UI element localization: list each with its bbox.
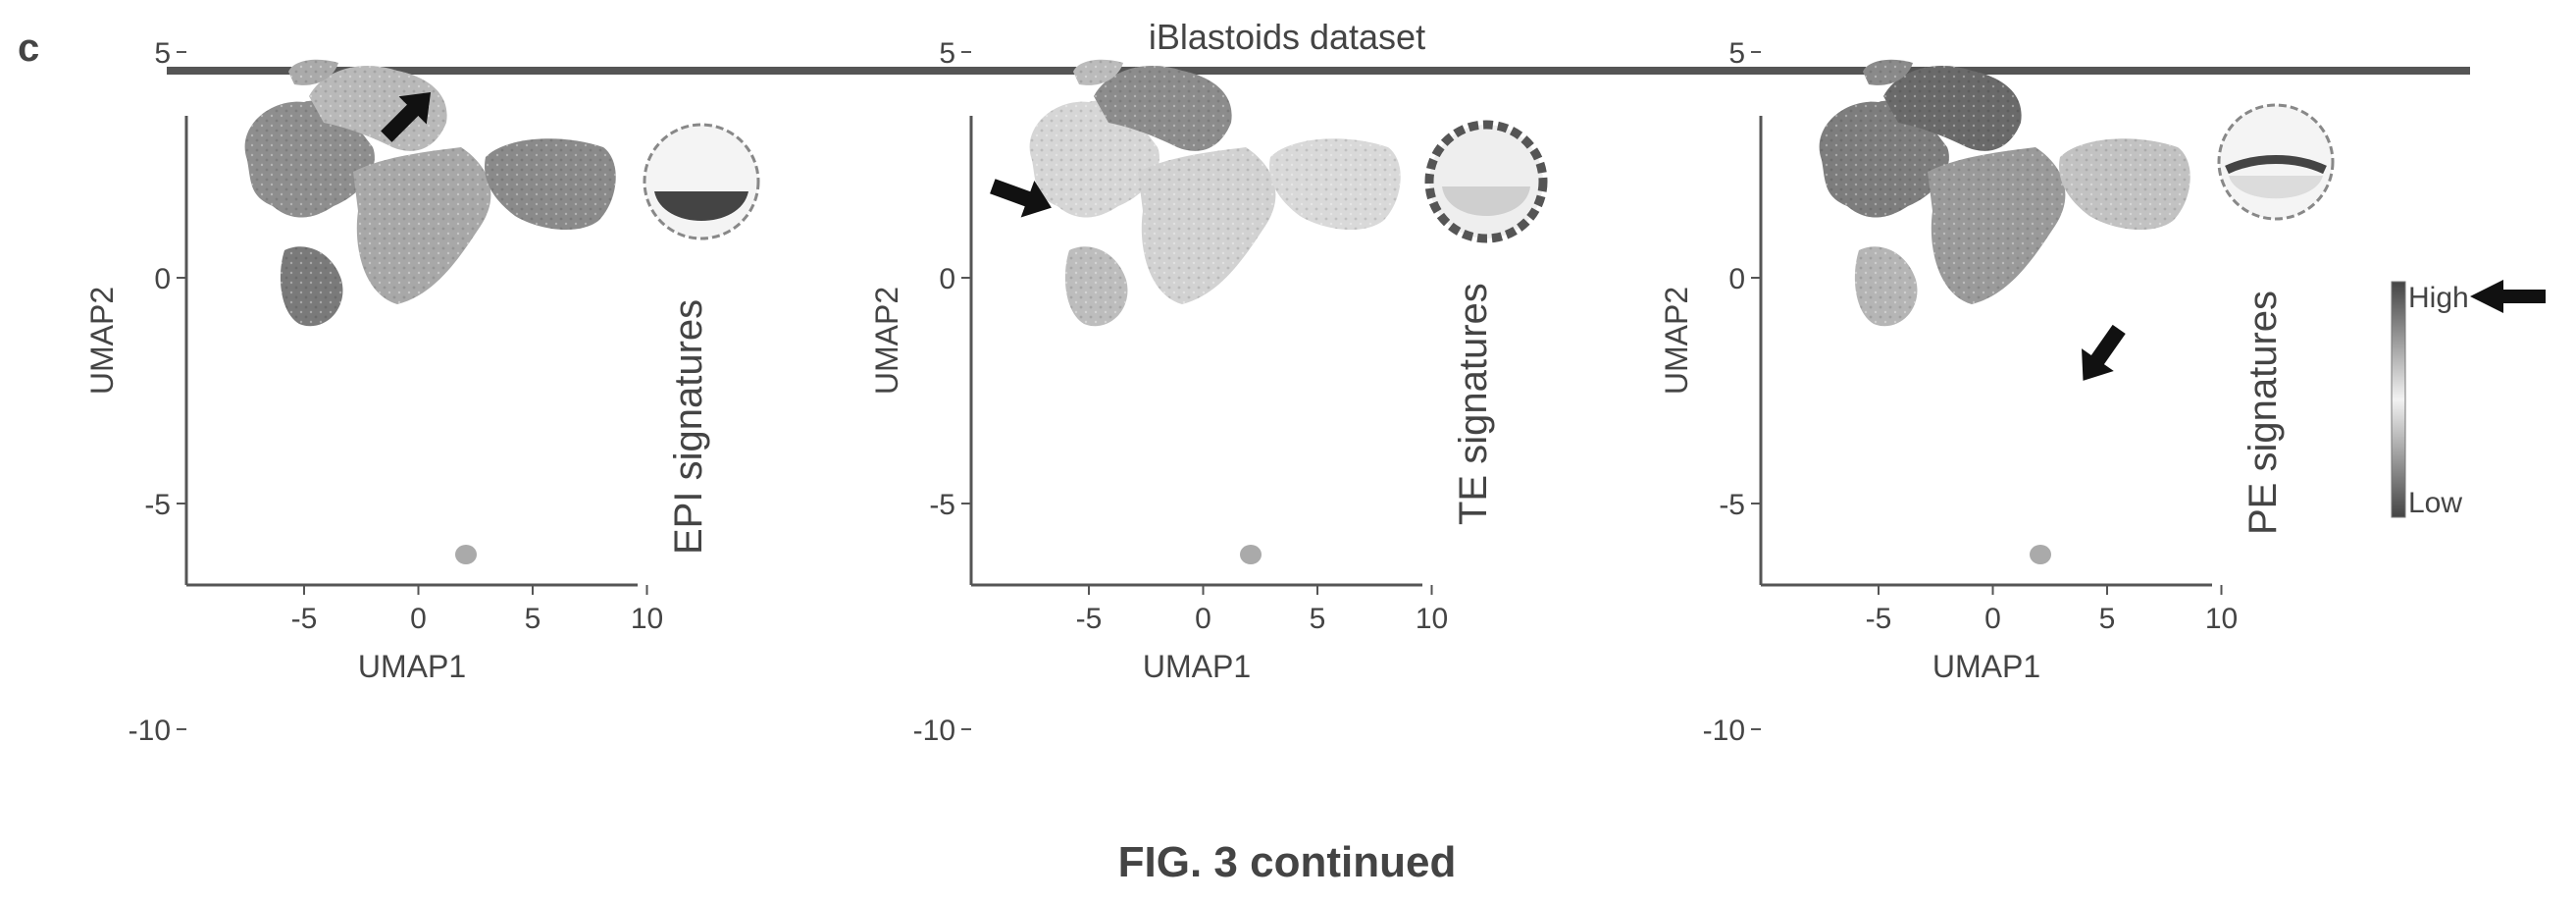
signature-label: PE signatures (2241, 291, 2285, 535)
umap-cell-texture (280, 246, 343, 327)
umap-cell-texture (1863, 59, 1913, 85)
signature-label: EPI signatures (667, 299, 710, 555)
umap-cell-texture (1094, 66, 1232, 151)
x-tick-label: -5 (291, 603, 318, 635)
blastocyst-te-highlight-icon (1424, 120, 1548, 243)
y-tick-label: -5 (1719, 489, 1745, 521)
x-tick-label: 10 (1416, 603, 1448, 635)
colorbar-low-label: Low (2408, 487, 2462, 519)
x-axis-label: UMAP1 (1932, 649, 2040, 684)
umap-cell-texture (1928, 147, 2066, 304)
panel-label: c (18, 27, 39, 70)
y-tick-label: 5 (939, 37, 955, 70)
umap-scatter (244, 59, 616, 564)
y-axis-label: UMAP2 (84, 287, 120, 395)
colorbar-arrow-icon (2470, 280, 2546, 313)
y-tick-label: 5 (154, 37, 171, 70)
umap-cell-texture (288, 59, 338, 85)
y-tick-label: -5 (144, 489, 171, 521)
umap-panel-2: -5 0 5 10 5 0 -5 -10 UMAP1 UMAP2 TE signatures (869, 37, 1548, 747)
umap-panel-1: -5 0 5 10 5 0 -5 -10 UMAP1 UMAP2 EPI signatures (84, 37, 760, 747)
umap-cell-texture (1269, 138, 1401, 231)
y-tick-label: 5 (1728, 37, 1745, 70)
signature-label: TE signatures (1452, 283, 1495, 525)
umap-cell-texture (1854, 246, 1918, 327)
x-axis-label: UMAP1 (358, 649, 466, 684)
y-tick-label: 0 (939, 263, 955, 295)
x-tick-label: 5 (525, 603, 541, 635)
y-tick-label: -10 (913, 715, 955, 747)
umap-cell-texture (485, 138, 616, 231)
umap-cell-texture (1073, 59, 1123, 85)
umap-cell-texture (1883, 66, 2022, 151)
umap-small-cluster (2030, 545, 2051, 564)
umap-cell-texture (1138, 147, 1276, 304)
umap-small-cluster (1240, 545, 1262, 564)
dataset-bracket-line (167, 67, 2470, 75)
y-tick-label: 0 (1728, 263, 1745, 295)
umap-cell-texture (353, 147, 491, 304)
y-tick-label: -10 (1703, 715, 1745, 747)
pointer-arrow-icon (381, 91, 432, 142)
y-tick-label: -10 (129, 715, 171, 747)
x-tick-label: 0 (1984, 603, 2001, 635)
blastocyst-epi-highlight-icon (643, 123, 760, 240)
x-tick-label: -5 (1866, 603, 1892, 635)
y-axis-label: UMAP2 (869, 287, 904, 395)
x-tick-label: 10 (631, 603, 663, 635)
colorbar: High Low (2391, 280, 2546, 519)
x-tick-label: 10 (2205, 603, 2238, 635)
x-tick-label: 0 (410, 603, 427, 635)
umap-scatter (1029, 59, 1401, 564)
x-tick-label: 5 (2099, 603, 2116, 635)
x-tick-label: -5 (1076, 603, 1103, 635)
pointer-arrow-icon (990, 179, 1052, 218)
y-tick-label: 0 (154, 263, 171, 295)
pointer-arrow-icon (2082, 324, 2126, 381)
x-tick-label: 5 (1310, 603, 1326, 635)
y-tick-label: -5 (929, 489, 955, 521)
y-axis-label: UMAP2 (1659, 287, 1694, 395)
umap-cell-texture (1029, 100, 1159, 218)
umap-panel-3: -5 0 5 10 5 0 -5 -10 UMAP1 UMAP2 PE signatures (1659, 37, 2335, 747)
umap-small-cluster (455, 545, 477, 564)
dataset-title: iBlastoids dataset (1149, 17, 1425, 57)
colorbar-gradient (2391, 281, 2406, 518)
umap-cell-texture (1064, 246, 1128, 327)
umap-cell-texture (309, 66, 447, 151)
x-axis-label: UMAP1 (1143, 649, 1251, 684)
figure-caption: FIG. 3 continued (1118, 838, 1457, 886)
umap-scatter (1819, 59, 2190, 564)
x-tick-label: 0 (1195, 603, 1211, 635)
blastocyst-pe-highlight-icon (2217, 103, 2335, 221)
umap-cell-texture (244, 100, 375, 218)
umap-cell-texture (2059, 138, 2190, 231)
colorbar-high-label: High (2408, 282, 2469, 314)
umap-cell-texture (1819, 100, 1949, 218)
